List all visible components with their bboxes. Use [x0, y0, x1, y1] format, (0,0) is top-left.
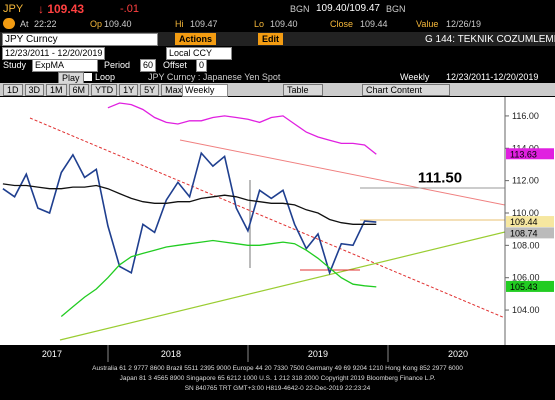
price-tag: [506, 280, 554, 292]
price-tag: [506, 216, 554, 228]
label: Study: [3, 60, 27, 70]
checkbox[interactable]: [84, 73, 92, 81]
label: Hi: [175, 19, 184, 29]
security-field[interactable]: JPY Curncy: [2, 33, 158, 46]
annotation: 111.50: [418, 170, 462, 187]
source: BGN: [290, 4, 310, 14]
page-title: G 144: TEKNIK COZUMLEME-W1: [425, 34, 555, 45]
label: Op: [90, 19, 103, 29]
period-button[interactable]: 1D: [3, 84, 23, 96]
footer-line: SN 840765 TRT GMT+3:00 H819-4642-0 22-De…: [184, 385, 371, 392]
icon: [3, 18, 15, 29]
x-tick-label: 2017: [42, 349, 62, 359]
label: At: [20, 19, 29, 29]
ticker: JPY: [3, 3, 24, 15]
label: Period: [104, 60, 131, 70]
x-tick-label: 2020: [448, 349, 468, 359]
last-price: ↓ 109.43: [38, 2, 85, 16]
y-tick-label: 106.00: [512, 273, 540, 283]
period-button[interactable]: 5Y: [140, 84, 160, 96]
period-button[interactable]: 6M: [68, 84, 90, 96]
edit-button[interactable]: Edit: [258, 33, 283, 45]
y-tick-label: 104.00: [512, 305, 540, 315]
y-tick-label: 110.00: [512, 208, 539, 218]
price-tag-label: 108.74: [510, 228, 538, 238]
trend-line: [179, 139, 505, 206]
price-tag-label: 109.44: [510, 217, 538, 227]
value: 109.40: [104, 19, 132, 29]
label: Loop: [95, 72, 116, 82]
label: Close: [330, 19, 354, 29]
x-tick-label: 2018: [161, 349, 181, 359]
time: 22:22: [34, 19, 57, 29]
span: 12/23/2011-12/20/2019: [446, 72, 539, 82]
price-tag: [506, 148, 554, 160]
period-buttons: 1D 3D 1M 6M YTD 1Y 5Y Max: [3, 84, 187, 96]
period-button[interactable]: 3D: [24, 84, 45, 96]
period-button[interactable]: 1M: [46, 84, 67, 96]
price-tag: [506, 227, 554, 239]
series-line: [2, 183, 377, 225]
offset[interactable]: 0: [196, 59, 208, 72]
value: 12/26/19: [446, 19, 482, 29]
footer-line: Australia 61 2 9777 8600 Brazil 5511 239…: [92, 365, 463, 372]
x-tick-label: 2019: [308, 349, 328, 359]
chart-title: JPY Curncy : Japanese Yen Spot: [148, 72, 281, 82]
label: Value: [416, 19, 439, 29]
frequency: Weekly: [400, 72, 430, 82]
value: 109.44: [360, 19, 388, 29]
y-tick-label: 116.00: [512, 111, 539, 121]
label: Offset: [163, 60, 187, 70]
y-tick-label: 108.00: [512, 240, 540, 250]
series-line: [60, 239, 377, 317]
plot-background: [0, 97, 555, 345]
trend-line: [59, 231, 505, 341]
trend-line: [29, 117, 505, 319]
x-axis-band: [0, 345, 555, 362]
table-button[interactable]: Table: [283, 84, 323, 96]
bid-ask: 109.40/109.47: [316, 3, 380, 14]
series-line: [107, 102, 377, 155]
y-tick-label: 112.00: [512, 176, 539, 186]
value: 109.40: [270, 19, 298, 29]
chart: 104.00106.00108.00110.00112.00114.00116.…: [0, 97, 555, 362]
series-line: [2, 151, 377, 276]
price-tag-label: 105.43: [510, 282, 538, 292]
source: BGN: [386, 4, 406, 14]
change: -.01: [120, 3, 139, 15]
period-button[interactable]: YTD: [91, 84, 118, 96]
footer-line: Japan 81 3 4565 8900 Singapore 65 6212 1…: [119, 375, 436, 382]
footer: Australia 61 2 9777 8600 Brazil 5511 239…: [0, 364, 555, 394]
study[interactable]: ExpMA: [32, 59, 98, 72]
value: 109.47: [190, 19, 218, 29]
label: Lo: [254, 19, 265, 29]
content-button[interactable]: Chart Content: [362, 84, 450, 96]
actions-button[interactable]: Actions: [175, 33, 217, 45]
drawings: [29, 117, 505, 341]
period[interactable]: 60: [140, 59, 157, 72]
period-button[interactable]: 1Y: [119, 84, 139, 96]
price-tag-label: 113.63: [510, 149, 537, 159]
weekly-select[interactable]: Weekly: [182, 84, 228, 97]
